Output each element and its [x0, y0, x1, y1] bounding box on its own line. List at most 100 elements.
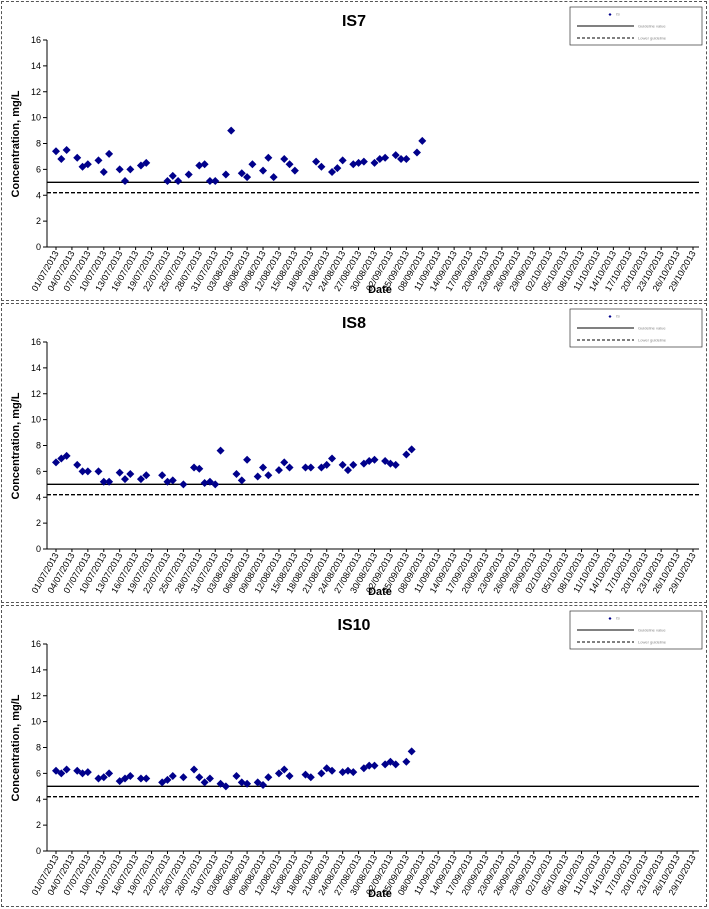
y-tick-label: 4 — [36, 190, 41, 200]
data-point — [99, 477, 108, 486]
data-point — [259, 781, 268, 790]
data-point — [317, 162, 326, 171]
data-point — [359, 157, 368, 166]
chart-panel-is8: IS8 IS Guideline value Lower guideline 0 2 4 6 8… — [1, 303, 707, 603]
data-point — [375, 155, 384, 164]
data-point — [253, 472, 262, 481]
data-point — [391, 760, 400, 769]
data-point — [62, 765, 71, 774]
legend-series-label: IS — [616, 314, 620, 319]
data-point — [99, 773, 108, 782]
data-point — [142, 471, 151, 480]
chart-title: IS7 — [342, 13, 366, 30]
data-point — [73, 153, 82, 162]
data-point — [83, 160, 92, 169]
data-point — [381, 760, 390, 769]
data-point — [126, 165, 135, 174]
y-tick-label: 8 — [36, 139, 41, 149]
y-tick-label: 12 — [31, 691, 41, 701]
data-point — [407, 747, 416, 756]
data-point — [264, 471, 273, 480]
data-point — [94, 774, 103, 783]
data-point — [259, 463, 268, 472]
legend-marker — [608, 315, 612, 318]
data-point — [52, 147, 60, 156]
y-tick-label: 14 — [31, 363, 41, 373]
data-point — [328, 167, 337, 176]
legend-dashed-label: Lower guideline — [638, 338, 667, 343]
data-point — [338, 768, 347, 777]
data-point — [280, 155, 289, 164]
y-tick-label: 14 — [31, 665, 41, 675]
data-point — [274, 466, 283, 475]
data-point — [57, 155, 66, 164]
legend-marker — [608, 13, 612, 16]
data-point — [216, 446, 225, 455]
data-point — [83, 467, 92, 476]
legend-solid-label: Guideline value — [638, 628, 666, 633]
data-point — [370, 158, 379, 167]
data-point — [418, 136, 427, 145]
data-point — [264, 773, 273, 782]
data-point — [121, 475, 130, 484]
data-point — [365, 457, 374, 466]
data-point — [402, 757, 411, 766]
data-point — [407, 445, 416, 454]
data-point — [312, 157, 321, 166]
legend-solid-label: Guideline value — [638, 326, 666, 331]
data-point — [227, 126, 236, 135]
data-point — [211, 177, 220, 186]
data-point — [322, 460, 331, 469]
data-point — [365, 761, 374, 770]
data-point — [179, 773, 188, 782]
data-point — [306, 773, 315, 782]
legend-series-label: IS — [616, 616, 620, 621]
legend-marker — [608, 617, 612, 620]
data-point — [163, 477, 172, 486]
data-point — [274, 769, 283, 778]
chart-panel-is7: IS7 IS Guideline value Lower guideline 0 2 4 6 8… — [1, 1, 707, 301]
data-point — [285, 463, 294, 472]
data-point — [285, 160, 294, 169]
y-tick-label: 6 — [36, 466, 41, 476]
x-axis-label: Date — [368, 888, 392, 900]
legend-series-label: IS — [616, 12, 620, 17]
data-point — [57, 769, 66, 778]
data-point — [115, 468, 124, 477]
data-point — [190, 463, 199, 472]
y-tick-label: 0 — [36, 242, 41, 252]
y-tick-label: 12 — [31, 389, 41, 399]
data-point — [349, 460, 358, 469]
data-point — [168, 771, 177, 780]
data-point — [317, 769, 326, 778]
y-tick-label: 10 — [31, 113, 41, 123]
data-point — [232, 771, 241, 780]
data-point — [195, 773, 204, 782]
data-point — [232, 469, 241, 478]
data-point — [78, 467, 87, 476]
data-point — [168, 171, 177, 180]
y-tick-label: 2 — [36, 820, 41, 830]
data-point — [205, 774, 214, 783]
y-tick-label: 0 — [36, 846, 41, 856]
data-point — [243, 779, 252, 788]
data-point — [105, 769, 114, 778]
chart-is10-svg: IS10 IS Guideline value Lower guideline 0 2 4 6… — [10, 610, 703, 900]
data-point — [354, 158, 363, 167]
data-point — [370, 761, 379, 770]
chart-is8-svg: IS8 IS Guideline value Lower guideline 0 2 4 6 8… — [10, 308, 703, 598]
data-point — [402, 155, 411, 164]
data-point — [397, 155, 406, 164]
y-tick-label: 16 — [31, 639, 41, 649]
data-point — [126, 469, 135, 478]
y-axis-label: Concentration, mg/L — [10, 90, 22, 197]
data-point — [269, 173, 278, 182]
data-point — [322, 764, 331, 773]
data-point — [259, 166, 268, 175]
data-point — [121, 177, 130, 186]
x-axis-label: Date — [368, 586, 392, 598]
y-tick-label: 4 — [36, 794, 41, 804]
y-tick-label: 2 — [36, 216, 41, 226]
legend-dashed-label: Lower guideline — [638, 36, 667, 41]
data-point — [94, 467, 103, 476]
